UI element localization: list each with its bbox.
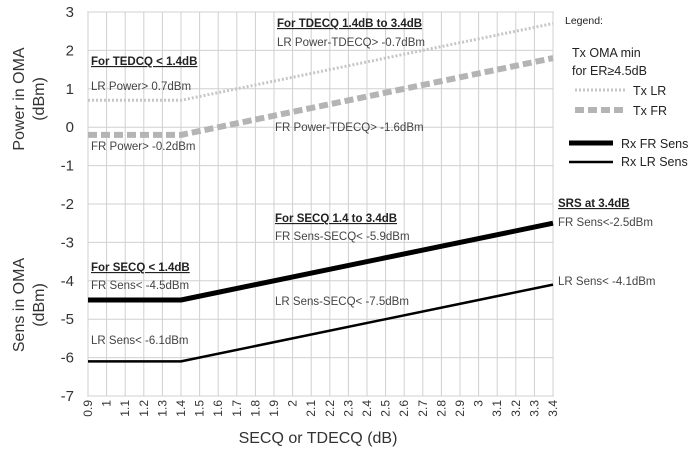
x-tick-label: 2.2 bbox=[323, 400, 337, 417]
y-tick-label: 2 bbox=[66, 42, 74, 59]
y-tick-label: -1 bbox=[61, 158, 74, 175]
x-tick-label: 2.5 bbox=[379, 400, 393, 417]
y-tick-labels: 3 2 1 0 -1 -2 -3 -4 -5 -6 -7 bbox=[61, 4, 74, 405]
x-tick-label: 1.6 bbox=[211, 400, 225, 417]
annotation-fr-power: FR Power> -0.2dBm bbox=[91, 141, 196, 153]
annotation-lr-power: LR Power> 0.7dBm bbox=[91, 81, 191, 93]
y-axis-title-top-line2: (dBm) bbox=[31, 77, 48, 121]
x-tick-label: 2.6 bbox=[397, 400, 411, 417]
x-tick-label: 2.4 bbox=[360, 400, 374, 417]
x-tick-label: 1.1 bbox=[118, 400, 132, 417]
y-axis-title-top-line1: Power in OMA bbox=[11, 47, 28, 150]
annotation-lr-sens: LR Sens< -6.1dBm bbox=[91, 335, 188, 347]
y-tick-label: -5 bbox=[61, 311, 74, 328]
y-tick-label: -4 bbox=[61, 273, 74, 290]
annotation-fr-sens-secq: FR Sens-SECQ< -5.9dBm bbox=[275, 231, 410, 243]
legend-rx-lr-label: Rx LR Sens bbox=[621, 155, 688, 169]
annotation-fr-sens-srs: FR Sens<-2.5dBm bbox=[558, 217, 653, 229]
x-tick-label: 1.8 bbox=[248, 400, 262, 417]
legend-tx-heading-line1: Tx OMA min bbox=[572, 46, 641, 60]
annotation-secq-low-heading: For SECQ < 1.4dB bbox=[91, 262, 190, 274]
x-tick-label: 1.5 bbox=[193, 400, 207, 417]
x-tick-label: 3.4 bbox=[546, 400, 560, 417]
annotation-tdecq-low-heading: For TEDCQ < 1.4dB bbox=[91, 56, 197, 68]
y-tick-label: -6 bbox=[61, 350, 74, 367]
y-tick-label: 3 bbox=[66, 4, 74, 21]
x-tick-label: 1.7 bbox=[230, 400, 244, 417]
x-tick-label: 1.2 bbox=[137, 400, 151, 417]
x-tick-labels: 0.9 1 1.1 1.2 1.3 1.4 1.5 1.6 1.7 1.8 1.9 2 2.1 2.2 2.… bbox=[81, 400, 560, 417]
annotation-tdecq-high-heading: For TDECQ 1.4dB to 3.4dB bbox=[277, 18, 422, 30]
annotation-srs-heading: SRS at 3.4dB bbox=[558, 198, 630, 210]
x-tick-label: 1.4 bbox=[174, 400, 188, 417]
x-tick-label: 2.8 bbox=[434, 400, 448, 417]
annotation-lr-power-tdecq: LR Power-TDECQ> -0.7dBm bbox=[277, 37, 425, 49]
annotation-fr-power-tdecq: FR Power-TDECQ> -1.6dBm bbox=[275, 122, 424, 134]
legend-rx-fr-label: Rx FR Sens bbox=[621, 137, 688, 151]
series-layer bbox=[88, 22, 554, 363]
annotation-fr-sens: FR Sens< -4.5dBm bbox=[91, 280, 189, 292]
y-tick-label: -2 bbox=[61, 196, 74, 213]
y-axis-title-bottom-line2: (dBm) bbox=[31, 283, 48, 327]
x-tick-label: 2.3 bbox=[341, 400, 355, 417]
legend-tx-heading-line2: for ER≥4.5dB bbox=[572, 64, 647, 78]
annotation-lr-sens-secq: LR Sens-SECQ< -7.5dBm bbox=[275, 296, 409, 308]
annotation-lr-sens-srs: LR Sens< -4.1dBm bbox=[558, 276, 655, 288]
y-tick-label: 1 bbox=[66, 81, 74, 98]
legend-tx-lr-label: Tx LR bbox=[633, 84, 666, 98]
x-tick-label: 3 bbox=[472, 400, 486, 407]
x-tick-label: 1.9 bbox=[267, 400, 281, 417]
y-axis-title-bottom-line1: Sens in OMA bbox=[11, 258, 28, 353]
grid bbox=[87, 11, 554, 397]
annotation-secq-high-heading: For SECQ 1.4 to 3.4dB bbox=[275, 213, 397, 225]
y-tick-label: -7 bbox=[61, 388, 74, 405]
legend: Legend: Tx OMA min for ER≥4.5dB Tx LR Tx… bbox=[565, 15, 688, 169]
x-tick-label: 3.3 bbox=[527, 400, 541, 417]
x-tick-label: 2.7 bbox=[416, 400, 430, 417]
series-line-rx-fr-sens bbox=[88, 220, 554, 303]
x-tick-label: 1.3 bbox=[155, 400, 169, 417]
series-line-tx-fr bbox=[88, 55, 554, 138]
x-axis-title: SECQ or TDECQ (dB) bbox=[239, 430, 398, 447]
series-line-tx-lr bbox=[88, 22, 554, 102]
series-line-rx-lr-sens bbox=[88, 283, 554, 363]
x-tick-label: 3.1 bbox=[490, 400, 504, 417]
legend-title: Legend: bbox=[565, 15, 603, 27]
x-tick-label: 2 bbox=[286, 400, 300, 407]
x-tick-label: 0.9 bbox=[81, 400, 95, 417]
x-tick-label: 1 bbox=[100, 400, 114, 407]
y-tick-label: -3 bbox=[61, 234, 74, 251]
legend-tx-fr-label: Tx FR bbox=[633, 104, 667, 118]
x-tick-label: 2.1 bbox=[304, 400, 318, 417]
y-tick-label: 0 bbox=[66, 119, 74, 136]
x-tick-label: 3.2 bbox=[509, 400, 523, 417]
x-tick-label: 2.9 bbox=[453, 400, 467, 417]
